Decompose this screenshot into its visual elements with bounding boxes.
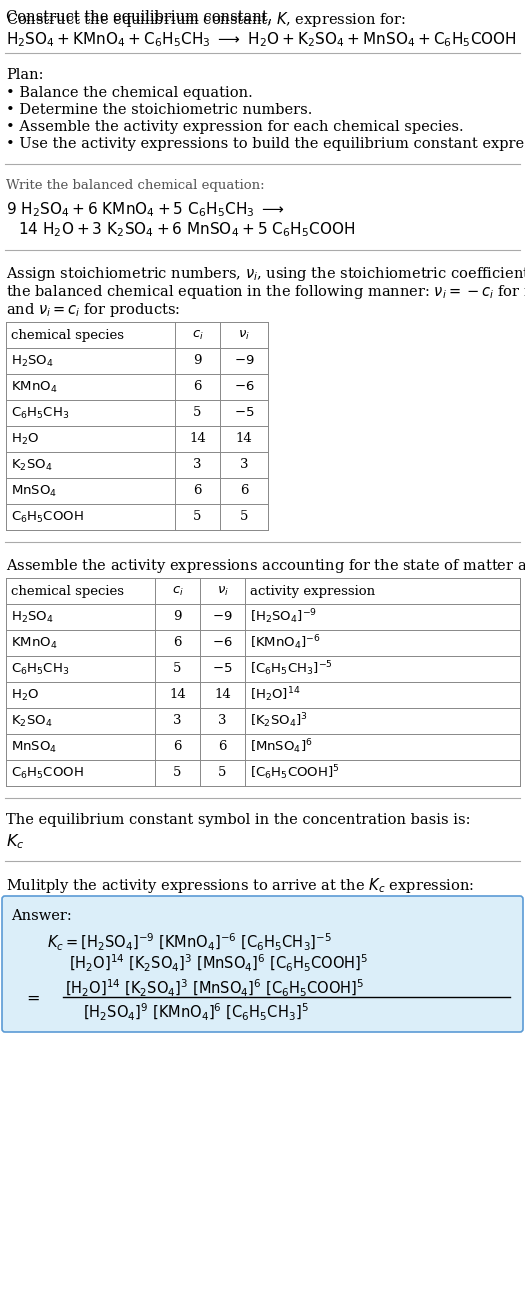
Text: 14: 14 — [214, 689, 231, 702]
Text: • Determine the stoichiometric numbers.: • Determine the stoichiometric numbers. — [6, 103, 312, 118]
Text: Answer:: Answer: — [11, 910, 72, 922]
Text: Write the balanced chemical equation:: Write the balanced chemical equation: — [6, 180, 265, 193]
Text: 5: 5 — [193, 407, 202, 420]
Text: $\mathrm{H_2O}$: $\mathrm{H_2O}$ — [11, 687, 39, 703]
Text: 5: 5 — [173, 766, 182, 779]
Text: $\mathrm{C_6H_5COOH}$: $\mathrm{C_6H_5COOH}$ — [11, 509, 83, 525]
Text: 6: 6 — [173, 637, 182, 650]
Text: $\mathrm{K_2SO_4}$: $\mathrm{K_2SO_4}$ — [11, 713, 52, 729]
Text: $\mathrm{MnSO_4}$: $\mathrm{MnSO_4}$ — [11, 739, 57, 755]
Text: Construct the equilibrium constant, $K$, expression for:: Construct the equilibrium constant, $K$,… — [6, 10, 406, 28]
Text: $9\ \mathrm{H_2SO_4 + 6\ KMnO_4 + 5\ C_6H_5CH_3}\ \longrightarrow$: $9\ \mathrm{H_2SO_4 + 6\ KMnO_4 + 5\ C_6… — [6, 200, 285, 218]
Text: $\mathrm{C_6H_5CH_3}$: $\mathrm{C_6H_5CH_3}$ — [11, 406, 69, 421]
Text: • Assemble the activity expression for each chemical species.: • Assemble the activity expression for e… — [6, 120, 464, 134]
Text: 5: 5 — [193, 510, 202, 523]
Text: $c_i$: $c_i$ — [172, 584, 183, 597]
Text: $[\mathrm{MnSO_4}]^6$: $[\mathrm{MnSO_4}]^6$ — [250, 738, 313, 756]
Text: $\mathrm{KMnO_4}$: $\mathrm{KMnO_4}$ — [11, 636, 57, 651]
Text: $\mathrm{H_2O}$: $\mathrm{H_2O}$ — [11, 432, 39, 447]
Text: $[\mathrm{K_2SO_4}]^3$: $[\mathrm{K_2SO_4}]^3$ — [250, 712, 308, 730]
Text: 5: 5 — [173, 663, 182, 676]
Text: 14: 14 — [189, 433, 206, 446]
Text: $[\mathrm{H_2O}]^{14}$: $[\mathrm{H_2O}]^{14}$ — [250, 686, 300, 704]
Text: $\mathrm{K_2SO_4}$: $\mathrm{K_2SO_4}$ — [11, 457, 52, 473]
Text: and $\nu_i = c_i$ for products:: and $\nu_i = c_i$ for products: — [6, 301, 180, 319]
Text: $=$: $=$ — [23, 988, 40, 1005]
Text: the balanced chemical equation in the following manner: $\nu_i = -c_i$ for react: the balanced chemical equation in the fo… — [6, 283, 525, 301]
FancyBboxPatch shape — [2, 895, 523, 1032]
Text: $\mathrm{MnSO_4}$: $\mathrm{MnSO_4}$ — [11, 483, 57, 499]
Text: $\nu_i$: $\nu_i$ — [238, 328, 250, 341]
Text: 5: 5 — [218, 766, 227, 779]
Text: 3: 3 — [193, 459, 202, 472]
Text: Assign stoichiometric numbers, $\nu_i$, using the stoichiometric coefficients, $: Assign stoichiometric numbers, $\nu_i$, … — [6, 265, 525, 283]
Text: $[\mathrm{C_6H_5COOH}]^5$: $[\mathrm{C_6H_5COOH}]^5$ — [250, 764, 340, 783]
Text: chemical species: chemical species — [11, 328, 124, 341]
Text: $\nu_i$: $\nu_i$ — [216, 584, 228, 597]
Text: $-5$: $-5$ — [234, 407, 254, 420]
Text: $[\mathrm{KMnO_4}]^{-6}$: $[\mathrm{KMnO_4}]^{-6}$ — [250, 633, 321, 652]
Text: $\mathrm{KMnO_4}$: $\mathrm{KMnO_4}$ — [11, 380, 57, 394]
Text: $\mathrm{H_2SO_4}$: $\mathrm{H_2SO_4}$ — [11, 354, 54, 368]
Text: $-6$: $-6$ — [212, 637, 233, 650]
Text: Plan:: Plan: — [6, 68, 44, 81]
Text: 9: 9 — [173, 611, 182, 624]
Text: $-9$: $-9$ — [212, 611, 233, 624]
Text: Mulitply the activity expressions to arrive at the $K_c$ expression:: Mulitply the activity expressions to arr… — [6, 876, 474, 895]
Text: 14: 14 — [236, 433, 253, 446]
Text: $\mathrm{H_2SO_4 + KMnO_4 + C_6H_5CH_3}\ \longrightarrow\ \mathrm{H_2O + K_2SO_4: $\mathrm{H_2SO_4 + KMnO_4 + C_6H_5CH_3}\… — [6, 30, 517, 49]
Text: $\mathrm{H_2SO_4}$: $\mathrm{H_2SO_4}$ — [11, 610, 54, 624]
Text: 6: 6 — [193, 381, 202, 394]
Text: $K_c$: $K_c$ — [6, 832, 25, 850]
Text: Assemble the activity expressions accounting for the state of matter and $\nu_i$: Assemble the activity expressions accoun… — [6, 557, 525, 575]
Text: 3: 3 — [218, 714, 227, 727]
Text: • Use the activity expressions to build the equilibrium constant expression.: • Use the activity expressions to build … — [6, 137, 525, 151]
Text: $-5$: $-5$ — [212, 663, 233, 676]
Text: $[\mathrm{H_2O}]^{14}\ [\mathrm{K_2SO_4}]^3\ [\mathrm{MnSO_4}]^6\ [\mathrm{C_6H_: $[\mathrm{H_2O}]^{14}\ [\mathrm{K_2SO_4}… — [65, 978, 364, 999]
Text: 6: 6 — [218, 740, 227, 753]
Text: $-6$: $-6$ — [234, 381, 254, 394]
Text: $-9$: $-9$ — [234, 354, 254, 367]
Text: $14\ \mathrm{H_2O + 3\ K_2SO_4 + 6\ MnSO_4 + 5\ C_6H_5COOH}$: $14\ \mathrm{H_2O + 3\ K_2SO_4 + 6\ MnSO… — [18, 220, 355, 239]
Text: $\mathrm{C_6H_5COOH}$: $\mathrm{C_6H_5COOH}$ — [11, 765, 83, 780]
Text: 3: 3 — [240, 459, 248, 472]
Text: $[\mathrm{H_2SO_4}]^{-9}$: $[\mathrm{H_2SO_4}]^{-9}$ — [250, 607, 317, 627]
Text: activity expression: activity expression — [250, 584, 375, 597]
Text: Construct the equilibrium constant,: Construct the equilibrium constant, — [6, 10, 277, 25]
Text: 9: 9 — [193, 354, 202, 367]
Text: $c_i$: $c_i$ — [192, 328, 203, 341]
Text: 3: 3 — [173, 714, 182, 727]
Text: $[\mathrm{H_2SO_4}]^9\ [\mathrm{KMnO_4}]^6\ [\mathrm{C_6H_5CH_3}]^5$: $[\mathrm{H_2SO_4}]^9\ [\mathrm{KMnO_4}]… — [83, 1003, 309, 1023]
Text: The equilibrium constant symbol in the concentration basis is:: The equilibrium constant symbol in the c… — [6, 813, 470, 827]
Text: 14: 14 — [169, 689, 186, 702]
Text: 5: 5 — [240, 510, 248, 523]
Text: 6: 6 — [240, 484, 248, 497]
Text: $K_c = [\mathrm{H_2SO_4}]^{-9}\ [\mathrm{KMnO_4}]^{-6}\ [\mathrm{C_6H_5CH_3}]^{-: $K_c = [\mathrm{H_2SO_4}]^{-9}\ [\mathrm… — [47, 932, 332, 953]
Text: 6: 6 — [193, 484, 202, 497]
Text: $[\mathrm{C_6H_5CH_3}]^{-5}$: $[\mathrm{C_6H_5CH_3}]^{-5}$ — [250, 660, 333, 678]
Text: • Balance the chemical equation.: • Balance the chemical equation. — [6, 87, 253, 99]
Text: $[\mathrm{H_2O}]^{14}\ [\mathrm{K_2SO_4}]^3\ [\mathrm{MnSO_4}]^6\ [\mathrm{C_6H_: $[\mathrm{H_2O}]^{14}\ [\mathrm{K_2SO_4}… — [69, 953, 369, 974]
Text: $\mathrm{C_6H_5CH_3}$: $\mathrm{C_6H_5CH_3}$ — [11, 662, 69, 677]
Text: 6: 6 — [173, 740, 182, 753]
Text: chemical species: chemical species — [11, 584, 124, 597]
